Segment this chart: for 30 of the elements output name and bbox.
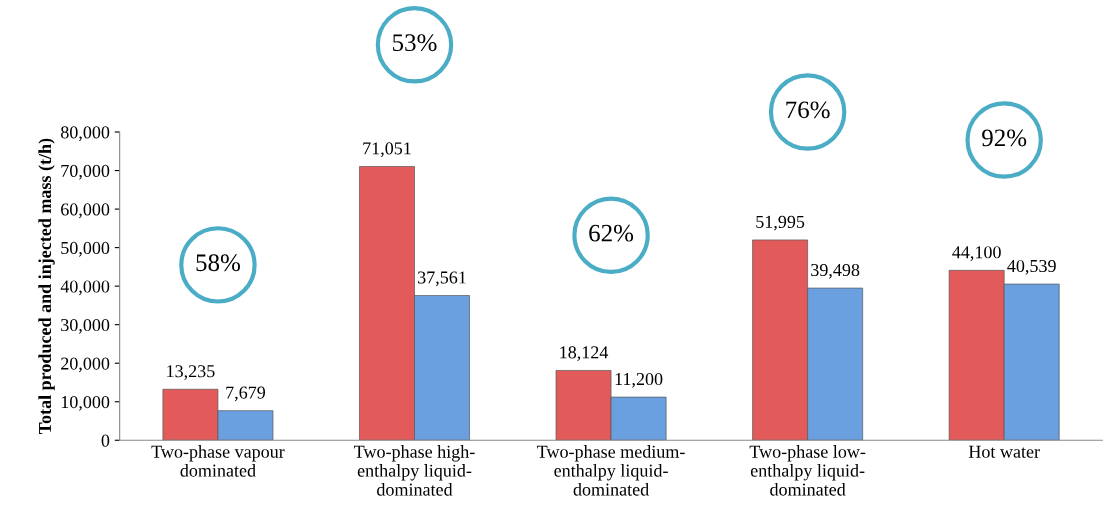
y-tick-label: 10,000	[61, 395, 110, 411]
data-label: 39,498	[811, 263, 860, 279]
data-label: 51,995	[756, 215, 805, 231]
y-tick-label: 30,000	[61, 318, 110, 334]
data-label: 11,200	[615, 372, 663, 388]
x-tick-label: Two-phase vapour dominated	[151, 445, 285, 477]
y-tick-label: 80,000	[60, 126, 110, 142]
y-tick-label: 60,000	[61, 203, 110, 219]
data-label: 13,235	[167, 365, 215, 380]
annotation: 62%	[589, 224, 634, 242]
annotation: 92%	[982, 129, 1027, 147]
y-tick-label: 50,000	[61, 241, 110, 257]
y-tick-label: 0	[101, 434, 110, 447]
y-axis-title: Total produced and injected mass (t/h)	[38, 138, 55, 435]
x-tick-label: Hot water	[968, 445, 1040, 458]
x-tick-label: Two-phase high- enthalpy liquid- dominated	[354, 445, 475, 496]
y-tick-label: 20,000	[61, 357, 110, 373]
data-label: 37,561	[418, 271, 466, 287]
data-label: 18,124	[560, 346, 609, 362]
text: 53%	[393, 34, 437, 52]
y-tick-label: 40,000	[60, 280, 110, 296]
x-tick-label: Two-phase low- enthalpy liquid- dominated	[749, 445, 866, 496]
text: 76%	[786, 101, 830, 119]
x-tick-label: Two-phase medium- enthalpy liquid- dominated	[537, 445, 685, 496]
data-label: 71,051	[363, 142, 411, 158]
data-label: 44,100	[952, 246, 1001, 261]
data-label: 7,679	[226, 386, 266, 402]
annotation: 58%	[196, 254, 240, 272]
data-label: 40,539	[1007, 259, 1056, 275]
y-tick-label: 70,000	[61, 164, 110, 180]
